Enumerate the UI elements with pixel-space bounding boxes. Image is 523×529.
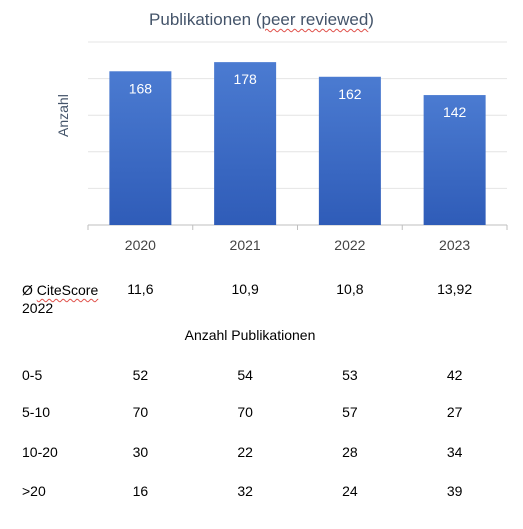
table-cell: 54: [237, 367, 253, 383]
table-cell: 52: [132, 367, 149, 383]
table-row-label: >20: [22, 483, 46, 499]
bar-2020: [109, 71, 172, 225]
chart-title: Publikationen (peer reviewed): [149, 10, 374, 29]
table-cell: 28: [342, 444, 358, 460]
table-cell: 27: [446, 404, 463, 420]
table-cell: 32: [237, 483, 253, 499]
x-tick-label: 2021: [230, 237, 261, 253]
table-cell: 16: [132, 483, 149, 499]
table-cell: 70: [237, 404, 253, 420]
x-tick-label: 2020: [125, 237, 156, 253]
table-cell: 30: [132, 444, 149, 460]
table-cell: 34: [446, 444, 463, 460]
citescore-value: 13,92: [437, 281, 473, 297]
x-tick-label: 2023: [439, 237, 470, 253]
bar-2021: [214, 62, 277, 225]
table-cell: 39: [446, 483, 463, 499]
table-cell: 53: [342, 367, 358, 383]
table-cell: 24: [342, 483, 358, 499]
bar-2022: [318, 76, 381, 226]
table-cell: 42: [446, 367, 463, 383]
table-cell: 22: [237, 444, 253, 460]
citescore-value: 11,6: [127, 281, 154, 297]
title-spellcheck-word: peer reviewed: [261, 10, 369, 29]
bar-chart: Publikationen (peer reviewed) Anzahl 168…: [55, 10, 508, 253]
table-row-label: 5-10: [22, 404, 51, 420]
data-label: 178: [233, 71, 257, 87]
data-label: 142: [443, 104, 467, 120]
table-heading: Anzahl Publikationen: [184, 327, 316, 343]
x-tick-label: 2022: [334, 237, 365, 253]
citescore-value: 10,8: [336, 281, 364, 297]
table-cell: 70: [132, 404, 149, 420]
table-row-label: 0-5: [22, 367, 43, 383]
bar-2023: [423, 95, 486, 225]
data-label: 162: [338, 86, 362, 102]
data-label: 168: [129, 80, 153, 96]
table-cell: 57: [342, 404, 358, 420]
citescore-label: Ø CiteScore 2022: [22, 282, 99, 316]
chart-plot: 168 178 162 142 2020 2021 2022 2023: [87, 41, 508, 253]
citescore-value: 10,9: [231, 281, 259, 297]
table-row-label: 10-20: [22, 444, 58, 460]
